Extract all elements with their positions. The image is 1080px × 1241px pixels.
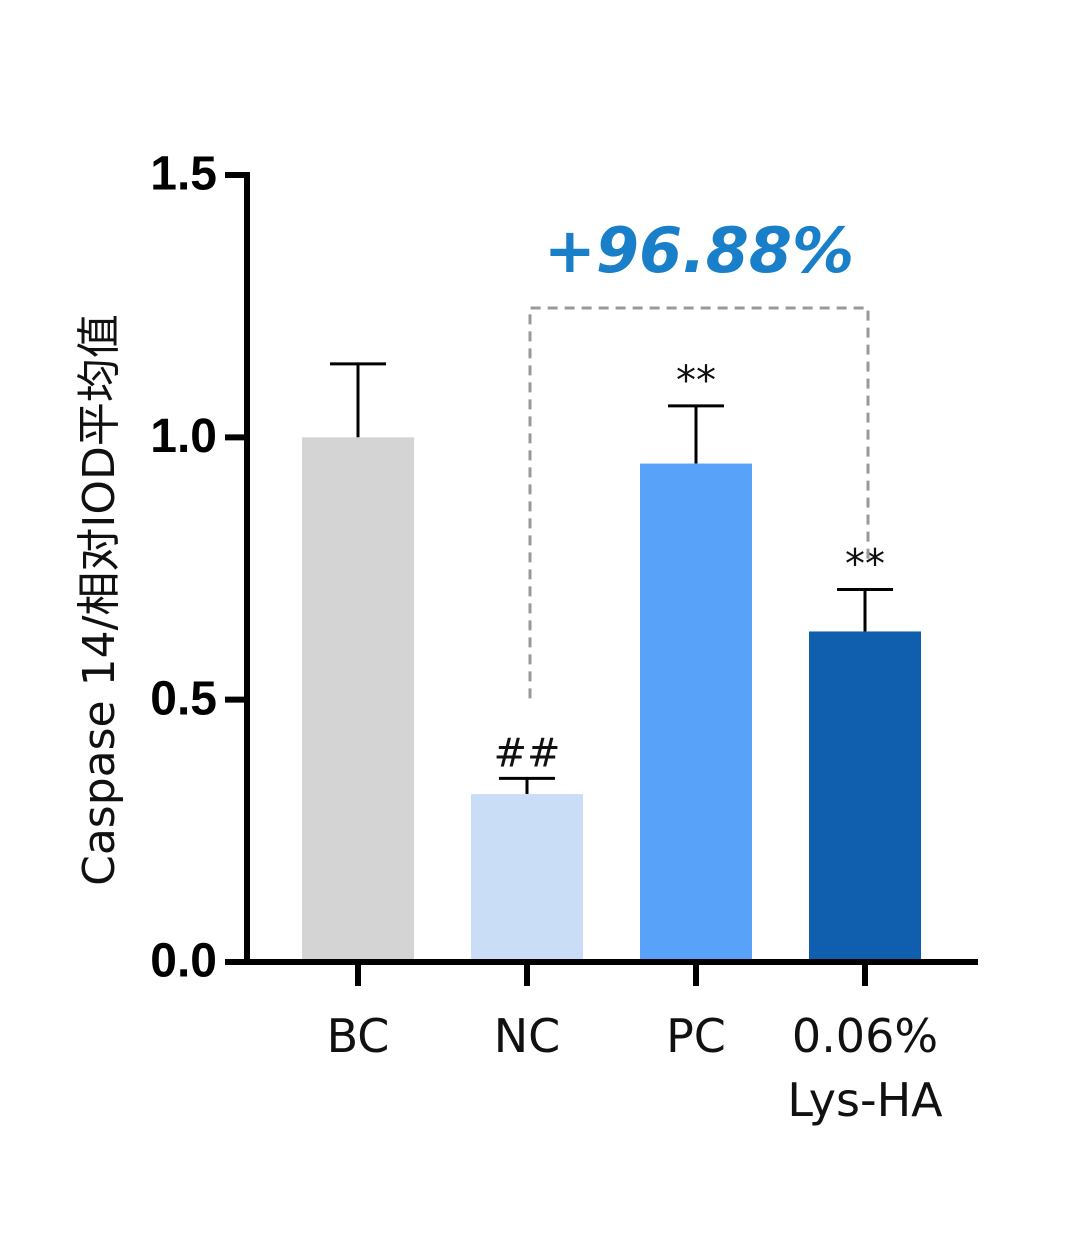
bar [640, 463, 752, 962]
x-tick-label-line: PC [666, 1009, 726, 1063]
y-tick-label: 0.5 [150, 672, 217, 725]
x-tick-label: 0.06% Lys-HA [787, 1009, 943, 1127]
bar [809, 631, 921, 962]
x-tick-label: PC [666, 1009, 726, 1063]
bar [471, 794, 583, 962]
y-tick-label: 1.5 [150, 148, 217, 201]
significance-label: ** [845, 541, 885, 587]
y-tick-label: 0.0 [150, 935, 217, 988]
significance-label: ** [676, 358, 716, 404]
y-tick-label: 1.0 [150, 410, 217, 463]
x-tick-label: BC [327, 1009, 390, 1063]
x-tick-label: NC [494, 1009, 561, 1063]
comparison-bracket [528, 306, 870, 699]
x-tick-label-line: Lys-HA [787, 1073, 943, 1127]
y-axis-label: Caspase 14/相对IOD平均值 [74, 314, 125, 886]
x-tick-label-line: 0.06% [792, 1009, 938, 1063]
comparison-label: +96.88% [544, 214, 854, 287]
significance-label: ## [493, 730, 560, 776]
bar [302, 437, 414, 962]
x-tick-label-line: BC [327, 1009, 390, 1063]
x-tick-label-line: NC [494, 1009, 561, 1063]
